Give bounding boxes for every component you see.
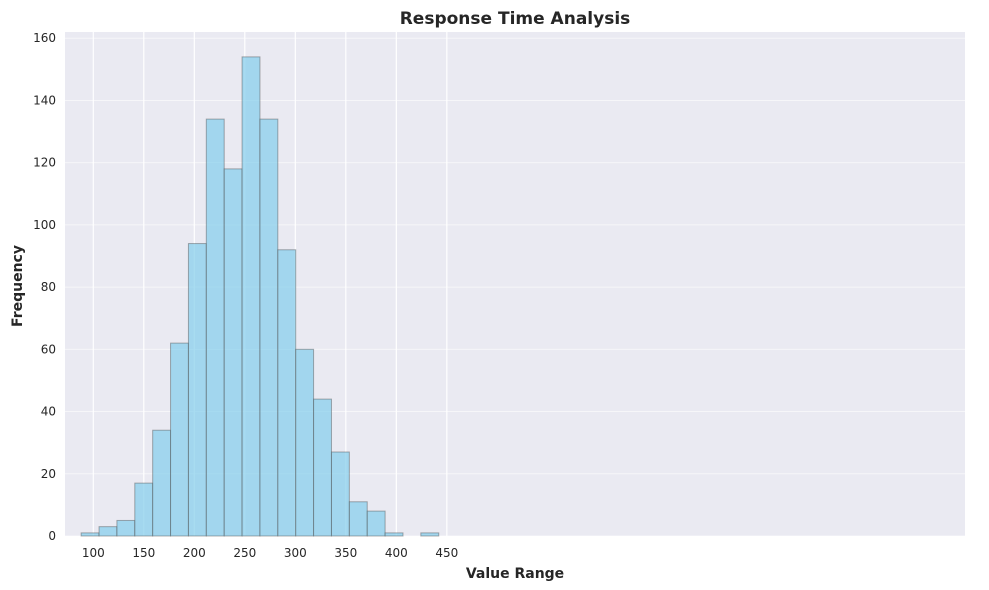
x-tick-label: 350: [334, 546, 357, 560]
histogram-bar: [80, 532, 100, 537]
grid: [65, 32, 965, 537]
histogram-bar: [277, 249, 297, 537]
x-tick-label: 450: [435, 546, 458, 560]
histogram-bar: [295, 348, 315, 537]
histogram-bar: [152, 429, 172, 537]
x-tick-label: 100: [82, 546, 105, 560]
y-tick-label: 40: [41, 405, 56, 419]
histogram-bar: [187, 243, 207, 537]
y-tick-label: 60: [41, 342, 56, 356]
x-axis-label: Value Range: [466, 566, 564, 582]
y-tick-label: 80: [41, 280, 56, 294]
y-tick-label: 120: [33, 156, 56, 170]
histogram-bar: [205, 118, 225, 537]
y-tick-label: 100: [33, 218, 56, 232]
histogram-bar: [259, 118, 279, 537]
x-tick-label: 200: [183, 546, 206, 560]
histogram-bar: [420, 532, 440, 537]
histogram-bar: [134, 482, 154, 537]
histogram-bar: [170, 342, 189, 537]
x-tick-label: 250: [233, 546, 256, 560]
bars: [80, 56, 440, 537]
x-tick-labels: 100 150 200 250 300 350 400 450: [82, 546, 458, 560]
histogram-bar: [348, 501, 368, 537]
histogram-bar: [384, 532, 404, 537]
histogram-bar: [313, 398, 332, 537]
chart-title: Response Time Analysis: [400, 9, 631, 29]
y-tick-label: 0: [48, 529, 56, 543]
x-tick-label: 150: [132, 546, 155, 560]
y-tick-label: 20: [41, 467, 56, 481]
y-tick-label: 160: [33, 31, 56, 45]
x-tick-label: 300: [284, 546, 307, 560]
histogram-bar: [223, 168, 243, 537]
y-tick-label: 140: [33, 93, 56, 107]
histogram-bar: [241, 56, 261, 537]
y-axis-label: Frequency: [10, 245, 26, 327]
histogram-bar: [98, 526, 118, 537]
x-tick-label: 400: [385, 546, 408, 560]
histogram-bar: [116, 519, 136, 537]
histogram-bar: [366, 510, 386, 537]
histogram-bar: [330, 451, 350, 537]
y-tick-labels: 0 20 40 60 80 100 120 140 160: [33, 31, 56, 543]
